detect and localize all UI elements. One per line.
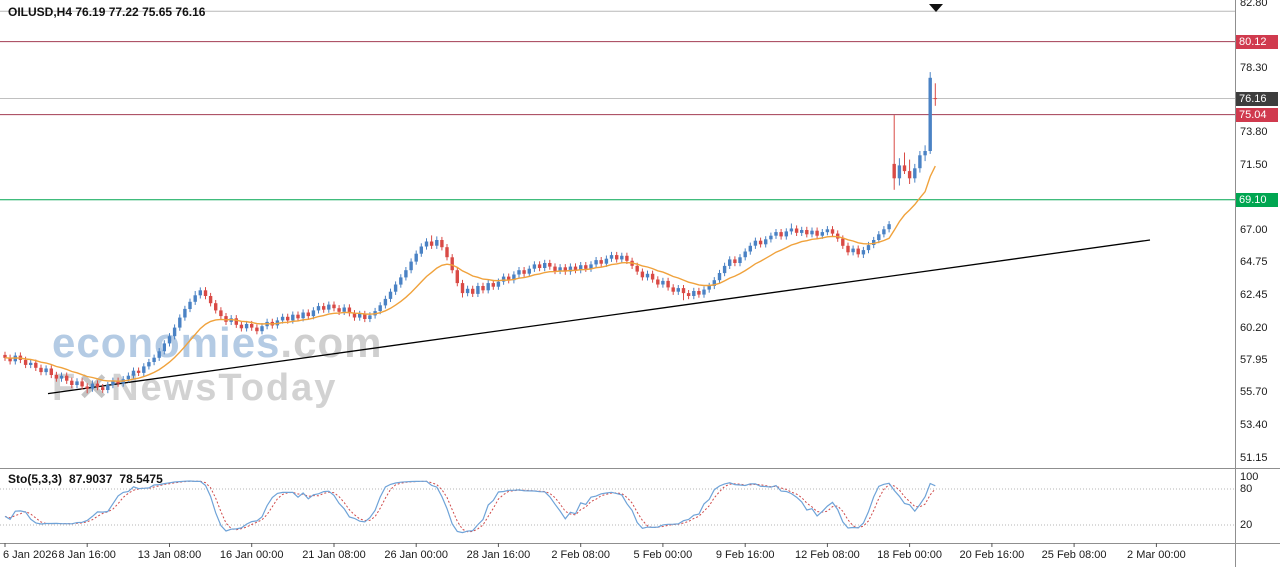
time-axis-label: 6 Jan 2026 (3, 549, 58, 561)
time-axis-label: 9 Feb 16:00 (715, 549, 775, 561)
price-badge: 80.12 (1236, 34, 1278, 49)
stochastic-axis-label: 20 (1240, 519, 1253, 531)
stochastic-axis-label: 80 (1240, 483, 1253, 495)
stochastic-label: Sto(5,3,3) 87.9037 78.5475 (8, 472, 170, 486)
time-axis-label: 12 Feb 08:00 (794, 549, 860, 561)
time-axis-label: 16 Jan 00:00 (219, 549, 284, 561)
stochastic-oscillator-pane (0, 480, 1235, 534)
price-tick-label: 82.80 (1240, 0, 1268, 10)
price-tick-label: 60.20 (1240, 321, 1268, 334)
price-axis[interactable]: 82.80 78.30 73.80 71.50 67.00 64.75 62.45 60.20… (1235, 0, 1280, 567)
candlesticks (3, 72, 937, 394)
annotation-arrow-icon[interactable] (929, 4, 943, 12)
time-axis-label: 21 Jan 08:00 (302, 549, 366, 561)
price-tick-label: 71.50 (1240, 159, 1268, 172)
time-axis-label: 25 Feb 08:00 (1041, 549, 1107, 561)
price-tick-label: 53.40 (1240, 419, 1268, 432)
stochastic-axis-label: 100 (1240, 471, 1259, 483)
price-tick-label: 57.95 (1240, 353, 1268, 366)
price-badge: 76.16 (1236, 91, 1278, 106)
stochastic-d-value: 78.5475 (119, 472, 163, 486)
time-axis-label: 28 Jan 16:00 (466, 549, 531, 561)
price-tick-label: 78.30 (1240, 61, 1268, 74)
price-badge: 69.10 (1236, 192, 1278, 207)
stochastic-k-value: 87.9037 (69, 472, 113, 486)
price-tick-label: 51.15 (1240, 451, 1268, 464)
watermark-domain-text: .com (280, 319, 383, 366)
time-axis-label: 2 Feb 08:00 (551, 549, 611, 561)
price-tick-label: 64.75 (1240, 256, 1268, 269)
stochastic-name: Sto(5,3,3) (8, 472, 63, 486)
price-tick-label: 62.45 (1240, 289, 1268, 302)
time-axis-label: 5 Feb 00:00 (633, 549, 693, 561)
time-axis-label: 20 Feb 16:00 (959, 549, 1025, 561)
time-axis-label: 2 Mar 00:00 (1127, 549, 1186, 561)
chart-title: OILUSD,H4 76.19 77.22 75.65 76.16 (8, 5, 206, 19)
moving-average-line (4, 165, 936, 382)
horizontal-level-lines (0, 10, 1235, 201)
price-badge: 75.04 (1236, 107, 1278, 122)
time-axis-label: 13 Jan 08:00 (137, 549, 202, 561)
trendline[interactable] (47, 239, 1151, 395)
time-axis[interactable]: 6 Jan 2026 8 Jan 16:00 13 Jan 08:00 16 Jan … (0, 543, 1235, 567)
time-axis-label: 8 Jan 16:00 (58, 549, 116, 561)
time-axis-label: 26 Jan 00:00 (384, 549, 448, 561)
price-tick-label: 73.80 (1240, 126, 1268, 139)
price-tick-label: 55.70 (1240, 386, 1268, 399)
price-tick-label: 67.00 (1240, 224, 1268, 236)
time-axis-label: 18 Feb 00:00 (877, 549, 943, 561)
